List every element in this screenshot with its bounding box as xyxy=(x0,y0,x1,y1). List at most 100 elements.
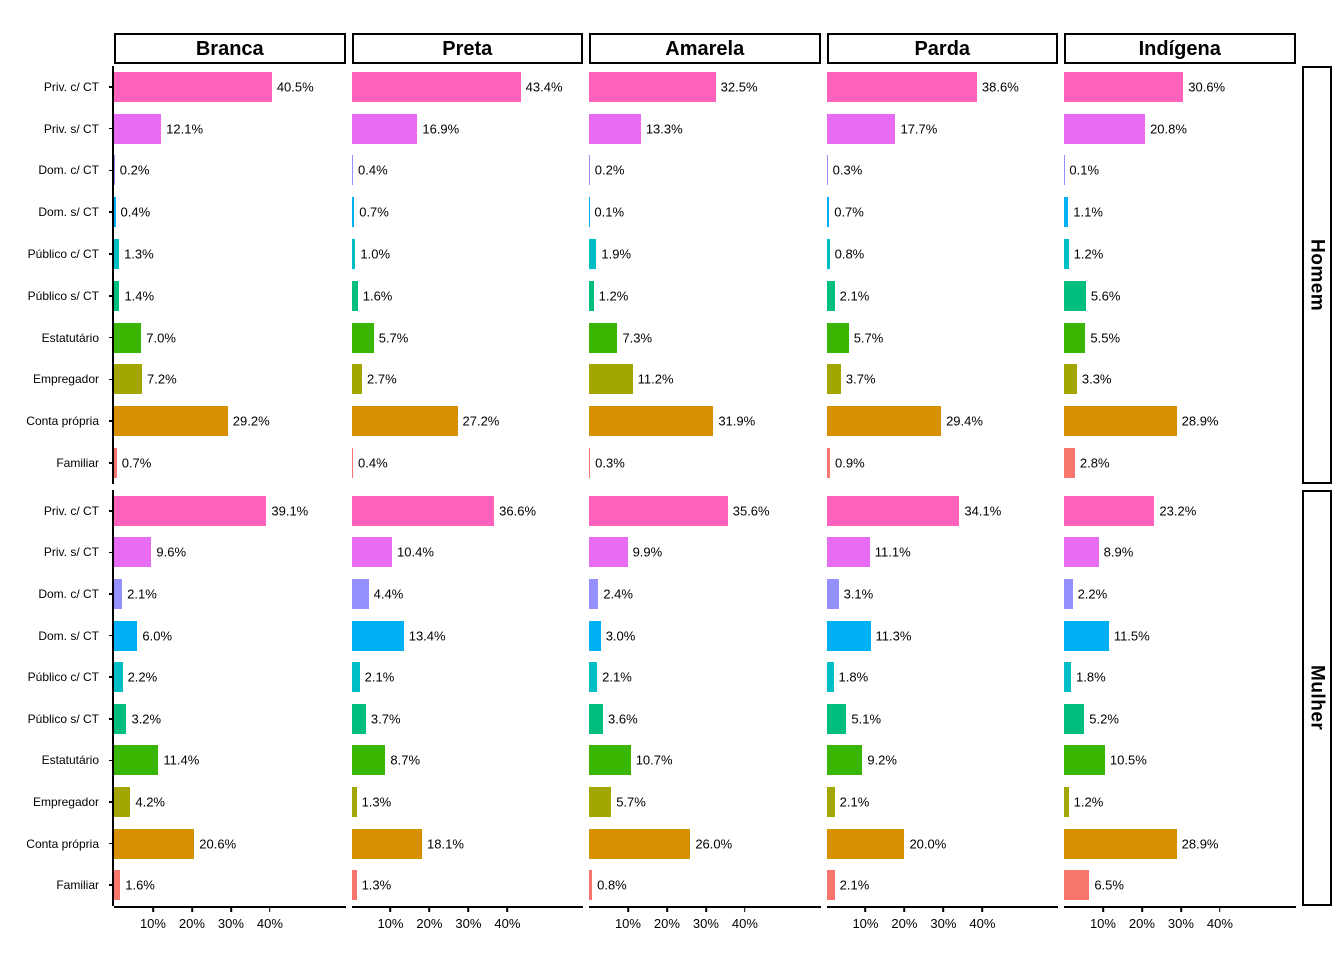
bar-value-label: 3.6% xyxy=(608,711,638,727)
bar-value-label: 13.3% xyxy=(645,121,683,137)
bar-value-label: 0.7% xyxy=(121,455,152,471)
bar-value-label: 30.6% xyxy=(1188,79,1226,95)
bar-value-label: 29.4% xyxy=(946,413,983,429)
bar-dom-c-ct xyxy=(114,155,115,186)
bar-dom-c-ct xyxy=(351,155,354,186)
y-axis-tick xyxy=(109,842,114,845)
bar-dom-c-ct xyxy=(826,578,839,609)
x-axis-parda: 10% 20% 30% 40% xyxy=(826,906,1058,954)
bar-estatutario xyxy=(826,322,849,353)
x-axis-tick xyxy=(627,907,629,913)
bar-value-label: 0.7% xyxy=(359,204,389,220)
bar-value-label: 2.4% xyxy=(603,586,633,602)
bar-value-label: 4.2% xyxy=(135,794,165,810)
bar-row-priv-c-ct: 32.5% xyxy=(589,66,821,108)
y-axis-label-priv-s-ct: Priv. s/ CT xyxy=(0,108,114,150)
bar-row-dom-c-ct: 0.3% xyxy=(826,150,1059,192)
bar-dom-s-ct xyxy=(1064,197,1069,228)
bar-value-label: 28.9% xyxy=(1181,413,1219,429)
bar-row-dom-c-ct: 4.4% xyxy=(351,573,584,615)
bar-value-label: 7.0% xyxy=(146,330,176,346)
x-axis-tick xyxy=(903,907,906,913)
bar-row-priv-c-ct: 23.2% xyxy=(1064,490,1296,532)
bar-value-label: 2.8% xyxy=(1079,455,1110,471)
bar-value-label: 11.4% xyxy=(163,752,200,768)
bar-value-label: 0.8% xyxy=(834,246,865,262)
bar-row-publico-c-ct: 2.1% xyxy=(351,656,584,698)
bar-empregador xyxy=(351,786,357,817)
panel-mulher-amarela: 35.6% 9.9% 2.4% 3.0% 2.1% 3.6% 10.7% 5.7% 26.0% 0… xyxy=(589,490,821,906)
x-axis-tick-label: 30% xyxy=(1167,916,1194,931)
bar-value-label: 3.7% xyxy=(370,711,401,727)
bar-value-label: 0.8% xyxy=(597,877,627,893)
bar-value-label: 1.8% xyxy=(838,669,869,685)
bar-publico-s-ct xyxy=(826,703,847,734)
y-axis-line xyxy=(112,490,114,906)
x-axis-tick-label: 20% xyxy=(653,916,680,931)
bar-value-label: 5.5% xyxy=(1090,330,1121,346)
bar-priv-c-ct xyxy=(589,71,716,102)
bar-row-publico-s-ct: 5.1% xyxy=(826,698,1059,740)
bar-row-familiar: 1.3% xyxy=(351,864,584,906)
y-axis-tick xyxy=(109,86,114,88)
bar-row-estatutario: 10.7% xyxy=(589,740,821,782)
bar-value-label: 0.4% xyxy=(120,204,151,220)
bar-estatutario xyxy=(114,745,159,776)
bar-row-publico-c-ct: 2.2% xyxy=(114,656,346,698)
bar-priv-c-ct xyxy=(351,495,495,526)
y-axis-label-publico-s-ct: Público s/ CT xyxy=(0,275,114,317)
bar-row-conta-propria: 26.0% xyxy=(589,823,821,865)
y-axis-tick xyxy=(109,169,114,172)
bar-dom-c-ct xyxy=(589,155,590,186)
bar-conta-propria xyxy=(826,406,942,437)
bar-row-estatutario: 11.4% xyxy=(114,740,346,782)
bar-value-label: 0.1% xyxy=(594,204,625,220)
bar-value-label: 1.0% xyxy=(360,246,391,262)
bar-row-familiar: 6.5% xyxy=(1064,864,1296,906)
panel-mulher-preta: 36.6% 10.4% 4.4% 13.4% 2.1% 3.7% 8.7% 1.3% 18.1%… xyxy=(351,490,584,906)
bar-row-dom-c-ct: 3.1% xyxy=(826,573,1059,615)
x-axis-line xyxy=(351,906,583,908)
bar-value-label: 1.9% xyxy=(601,246,632,262)
bar-row-publico-c-ct: 1.2% xyxy=(1064,233,1296,275)
y-axis-tick xyxy=(109,717,114,720)
bar-row-publico-s-ct: 3.2% xyxy=(114,698,346,740)
y-axis-tick xyxy=(109,336,114,339)
bar-row-dom-c-ct: 0.2% xyxy=(114,150,346,192)
bar-estatutario xyxy=(351,745,386,776)
bar-value-label: 3.0% xyxy=(605,628,636,644)
bar-publico-c-ct xyxy=(826,662,834,693)
bar-row-estatutario: 5.7% xyxy=(351,317,584,359)
bar-row-conta-propria: 20.6% xyxy=(114,823,346,865)
bar-row-conta-propria: 18.1% xyxy=(351,823,584,865)
bar-row-dom-s-ct: 1.1% xyxy=(1064,191,1296,233)
y-axis-label-conta-propria: Conta própria xyxy=(0,400,114,442)
y-axis-tick xyxy=(109,378,114,381)
x-axis-tick-label: 10% xyxy=(852,916,879,931)
bar-row-publico-c-ct: 1.8% xyxy=(826,656,1059,698)
bar-row-priv-s-ct: 9.6% xyxy=(114,532,346,574)
bar-row-priv-c-ct: 34.1% xyxy=(826,490,1059,532)
x-axis-tick xyxy=(1141,907,1143,913)
bar-value-label: 0.3% xyxy=(595,455,625,471)
bar-empregador xyxy=(1064,786,1069,817)
bar-publico-c-ct xyxy=(589,662,598,693)
bar-value-label: 13.4% xyxy=(408,628,446,644)
y-axis-tick xyxy=(109,253,114,255)
bar-value-label: 20.6% xyxy=(199,836,237,852)
bar-value-label: 3.1% xyxy=(843,586,874,602)
bar-publico-c-ct xyxy=(114,662,123,693)
bar-row-priv-c-ct: 43.4% xyxy=(351,66,584,108)
bar-row-priv-c-ct: 30.6% xyxy=(1064,66,1296,108)
bar-value-label: 40.5% xyxy=(276,79,314,95)
bar-value-label: 0.2% xyxy=(594,162,625,178)
facet-strip-homem: Homem xyxy=(1301,66,1332,484)
bar-value-label: 1.6% xyxy=(362,288,393,304)
facet-strip-label-homem: Homem xyxy=(1306,238,1328,312)
bar-publico-c-ct xyxy=(1064,662,1071,693)
bar-publico-s-ct xyxy=(589,280,594,311)
bar-value-label: 1.8% xyxy=(1076,669,1106,685)
bar-value-label: 0.1% xyxy=(1069,162,1100,178)
x-axis-amarela: 10% 20% 30% 40% xyxy=(589,906,821,954)
bar-row-priv-c-ct: 39.1% xyxy=(114,490,346,532)
